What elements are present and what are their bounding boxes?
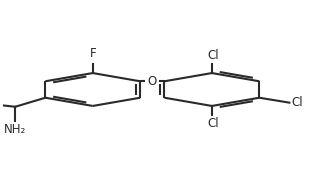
Text: Cl: Cl: [208, 117, 219, 130]
Text: F: F: [89, 47, 96, 61]
Text: NH₂: NH₂: [4, 122, 26, 136]
Text: Cl: Cl: [208, 49, 219, 62]
Text: Cl: Cl: [291, 96, 303, 109]
Text: O: O: [148, 75, 157, 88]
